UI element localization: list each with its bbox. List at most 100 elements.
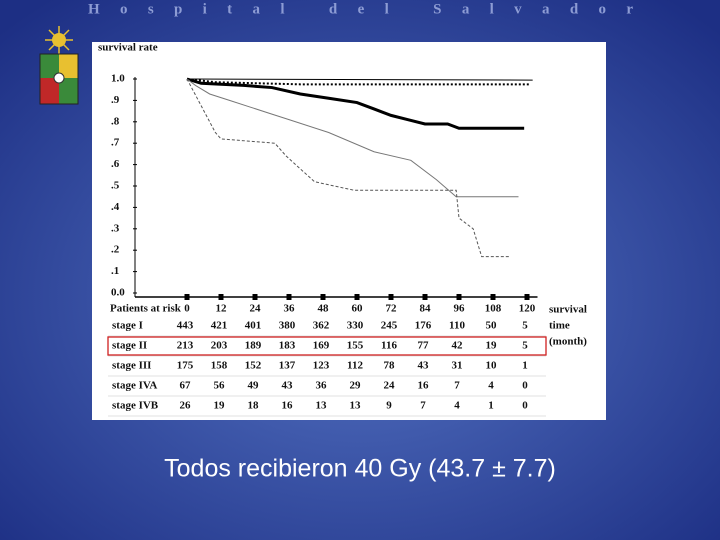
- y-tick-label: .2: [111, 244, 120, 256]
- x-tick: [422, 294, 428, 300]
- x-tick-label: 120: [519, 303, 536, 315]
- risk-count: 155: [347, 340, 364, 352]
- y-tick-label: .6: [111, 158, 120, 170]
- y-tick-label: .8: [111, 115, 120, 127]
- risk-count: 137: [279, 360, 296, 372]
- x-tick-label: 96: [454, 303, 466, 315]
- risk-count: 152: [245, 360, 262, 372]
- risk-count: 176: [415, 320, 432, 332]
- risk-count: 330: [347, 320, 364, 332]
- y-tick-label: .9: [111, 94, 120, 106]
- risk-count: 362: [313, 320, 330, 332]
- caption: Todos recibieron 40 Gy (43.7 ± 7.7): [164, 455, 556, 483]
- stage-label: stage II: [112, 340, 147, 352]
- x-tick: [252, 294, 258, 300]
- x-tick-label: 48: [318, 303, 330, 315]
- x-tick: [184, 294, 190, 300]
- logo: [39, 26, 79, 105]
- risk-count: 13: [316, 400, 328, 412]
- y-tick-label: .1: [111, 265, 119, 277]
- stage-label: stage I: [112, 320, 143, 332]
- risk-count: 183: [279, 340, 296, 352]
- risk-count: 7: [420, 400, 426, 412]
- risk-count: 31: [452, 360, 463, 372]
- risk-count: 56: [214, 380, 226, 392]
- risk-count: 1: [522, 360, 528, 372]
- x-axis-title: (month): [549, 336, 587, 348]
- survival-curve: [186, 78, 533, 81]
- risk-count: 10: [486, 360, 498, 372]
- survival-curve: [186, 78, 530, 86]
- risk-count: 189: [245, 340, 262, 352]
- x-tick: [286, 294, 292, 300]
- risk-count: 116: [381, 340, 397, 352]
- risk-table-title: Patients at risk: [110, 303, 182, 315]
- risk-count: 19: [486, 340, 498, 352]
- risk-count: 19: [214, 400, 226, 412]
- row-highlight: [107, 336, 547, 356]
- risk-count: 4: [454, 400, 460, 412]
- y-axis-title: survival rate: [98, 42, 158, 54]
- risk-count: 43: [418, 360, 430, 372]
- risk-count: 5: [522, 320, 528, 332]
- y-tick-label: 0.0: [111, 287, 125, 299]
- survival-curve: [186, 77, 525, 130]
- y-tick-label: .5: [111, 180, 120, 192]
- risk-count: 203: [211, 340, 228, 352]
- y-tick-label: 1.0: [111, 73, 125, 85]
- x-tick: [388, 294, 394, 300]
- risk-count: 43: [282, 380, 294, 392]
- survival-curve: [186, 78, 510, 258]
- x-tick: [320, 294, 326, 300]
- risk-count: 1: [488, 400, 494, 412]
- y-tick-label: .7: [111, 137, 120, 149]
- x-tick-label: 60: [352, 303, 364, 315]
- risk-count: 9: [386, 400, 392, 412]
- chart-panel: [92, 42, 606, 420]
- risk-count: 443: [177, 320, 194, 332]
- risk-count: 24: [384, 380, 396, 392]
- x-axis-title: time: [549, 320, 570, 332]
- x-tick-label: 108: [485, 303, 502, 315]
- risk-count: 123: [313, 360, 330, 372]
- risk-count: 112: [347, 360, 363, 372]
- x-tick: [354, 294, 360, 300]
- x-tick-label: 24: [250, 303, 262, 315]
- risk-count: 26: [180, 400, 192, 412]
- risk-count: 50: [486, 320, 498, 332]
- risk-count: 42: [452, 340, 464, 352]
- risk-count: 110: [449, 320, 465, 332]
- risk-count: 4: [488, 380, 494, 392]
- risk-count: 29: [350, 380, 362, 392]
- stage-label: stage IVB: [112, 400, 159, 412]
- risk-count: 158: [211, 360, 228, 372]
- x-tick-label: 84: [420, 303, 432, 315]
- risk-count: 49: [248, 380, 260, 392]
- y-tick-label: .4: [111, 201, 120, 213]
- survival-curve: [186, 78, 519, 198]
- risk-count: 213: [177, 340, 194, 352]
- risk-count: 0: [522, 400, 528, 412]
- x-tick: [456, 294, 462, 300]
- risk-count: 78: [384, 360, 396, 372]
- plot: 0.0 .1 .2 .3 .4 .5 .6 .7 .8 .9 1.0 0 12 24 36 48 60 72 84 9…: [107, 73, 587, 417]
- x-tick: [218, 294, 224, 300]
- risk-count: 7: [454, 380, 460, 392]
- risk-count: 16: [282, 400, 294, 412]
- risk-count: 175: [177, 360, 194, 372]
- y-tick-label: .3: [111, 222, 120, 234]
- risk-count: 245: [381, 320, 398, 332]
- x-tick-label: 0: [184, 303, 190, 315]
- x-tick-label: 12: [216, 303, 228, 315]
- x-tick: [490, 294, 496, 300]
- risk-count: 421: [211, 320, 228, 332]
- risk-count: 36: [316, 380, 328, 392]
- stage-label: stage IVA: [112, 380, 157, 392]
- risk-count: 67: [180, 380, 192, 392]
- risk-count: 380: [279, 320, 296, 332]
- risk-count: 77: [418, 340, 430, 352]
- risk-count: 13: [350, 400, 362, 412]
- risk-count: 401: [245, 320, 262, 332]
